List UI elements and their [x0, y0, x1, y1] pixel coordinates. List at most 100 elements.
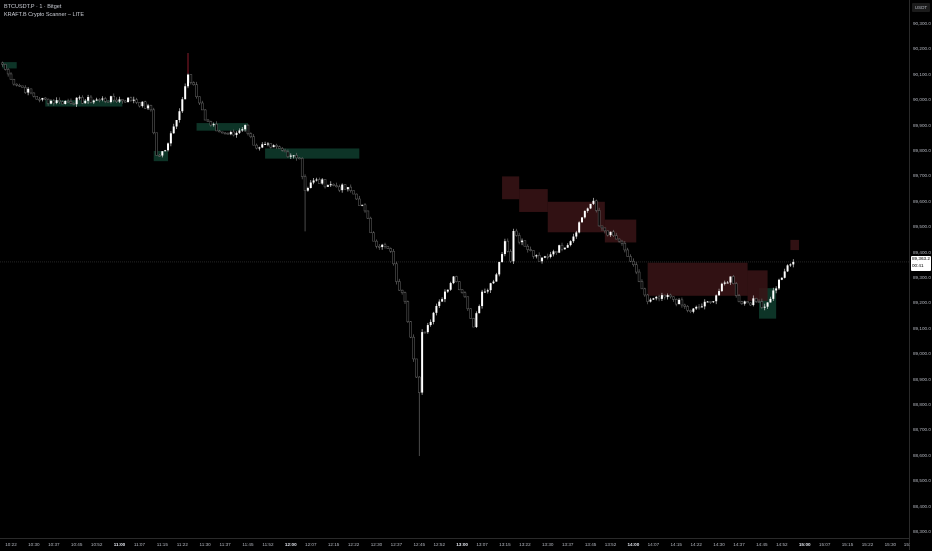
candle	[206, 119, 210, 122]
time-tick-label: 10:37	[48, 542, 60, 547]
time-tick-label: 13:22	[519, 542, 531, 547]
candle	[495, 272, 498, 282]
candle	[269, 143, 273, 149]
candle-body	[172, 126, 175, 134]
candle-body	[332, 183, 335, 186]
candle-body	[634, 264, 638, 273]
candle	[535, 254, 538, 259]
candle-body	[732, 276, 735, 284]
candle-body	[409, 321, 412, 338]
candle	[12, 78, 16, 86]
candle	[521, 238, 524, 246]
candle-body	[541, 257, 544, 262]
supply-zone	[502, 176, 520, 200]
candle-body	[740, 301, 744, 305]
candle	[575, 230, 578, 239]
candle	[49, 99, 52, 105]
candle	[178, 108, 181, 123]
price-chart-canvas[interactable]	[0, 0, 909, 538]
candle	[184, 83, 187, 100]
time-tick-label: 12:15	[327, 542, 340, 547]
candle	[760, 298, 764, 309]
price-tick-label: 89,500.0	[913, 224, 931, 230]
candle-body	[24, 87, 27, 93]
candle	[81, 95, 84, 105]
candle	[201, 100, 204, 111]
candle-body	[617, 238, 621, 242]
symbol-title[interactable]: BTCUSDT.P · 1 · Bitget	[4, 4, 62, 10]
time-axis[interactable]: 10:22 10:30 10:37 10:45 10:52 11:00 11:07 11:15…	[0, 538, 910, 551]
candle-body	[792, 261, 795, 265]
candle-body	[646, 294, 649, 302]
candle	[372, 231, 375, 242]
candle	[52, 98, 56, 106]
candle-body	[12, 79, 16, 85]
candle	[1, 61, 4, 67]
candle	[563, 247, 566, 250]
candle	[375, 239, 378, 249]
candle	[175, 120, 178, 130]
candle	[115, 97, 118, 103]
candle-body	[187, 74, 190, 87]
candle-body	[715, 295, 718, 302]
candle-body	[21, 85, 24, 88]
candle-body	[543, 256, 546, 258]
candle	[460, 289, 464, 294]
candle-body	[552, 251, 555, 255]
candle-body	[255, 144, 258, 149]
candle	[229, 130, 232, 136]
candle-body	[763, 306, 766, 308]
candle	[24, 85, 27, 94]
price-axis[interactable]: USDT 90,300.0 90,200.0 90,100.0 90,000.0 89,…	[909, 0, 932, 550]
currency-unit-button[interactable]: USDT	[912, 3, 930, 12]
candle-body	[303, 176, 307, 191]
price-tick-label: 89,800.0	[913, 148, 931, 153]
candle	[712, 301, 715, 304]
candle-body	[423, 331, 427, 334]
price-tick-label: 89,400.0	[913, 249, 931, 255]
candle-body	[526, 246, 530, 250]
candle	[89, 95, 93, 104]
candle-body	[775, 288, 778, 291]
candle-body	[606, 230, 609, 236]
price-tick-label: 89,100.0	[913, 325, 931, 331]
candle-body	[537, 254, 541, 262]
candle	[300, 157, 304, 180]
candle-body	[486, 290, 489, 292]
candle-body	[455, 276, 458, 282]
candle-body	[478, 306, 481, 314]
candle	[4, 63, 7, 71]
candle-body	[743, 301, 746, 304]
candle-body	[769, 298, 772, 303]
candle	[549, 251, 552, 259]
candle-body	[449, 283, 452, 290]
candle-body	[718, 291, 721, 296]
candle-body	[41, 97, 44, 100]
candle	[426, 322, 429, 334]
candle	[141, 101, 144, 108]
candle	[15, 83, 18, 87]
candle	[469, 308, 472, 319]
candle-body	[87, 97, 90, 101]
candle-body	[772, 290, 775, 299]
candle	[27, 87, 30, 96]
candle	[315, 177, 318, 182]
candle	[583, 210, 586, 219]
candle	[740, 300, 744, 305]
candle-body	[643, 288, 647, 296]
indicator-title[interactable]: KRAFT.B Crypto Scanner – LITE	[4, 12, 85, 18]
candle	[692, 308, 695, 314]
candle	[780, 277, 783, 281]
candle	[87, 94, 90, 104]
candle	[161, 151, 164, 158]
candle-body	[697, 306, 701, 309]
candle-body	[626, 249, 629, 257]
candle	[772, 287, 775, 301]
candle-body	[318, 179, 321, 184]
candle	[278, 145, 281, 149]
candle	[763, 303, 766, 311]
candle	[466, 296, 470, 311]
candle	[280, 146, 284, 152]
price-tick-label: 89,900.0	[913, 122, 931, 128]
candle	[106, 100, 110, 103]
